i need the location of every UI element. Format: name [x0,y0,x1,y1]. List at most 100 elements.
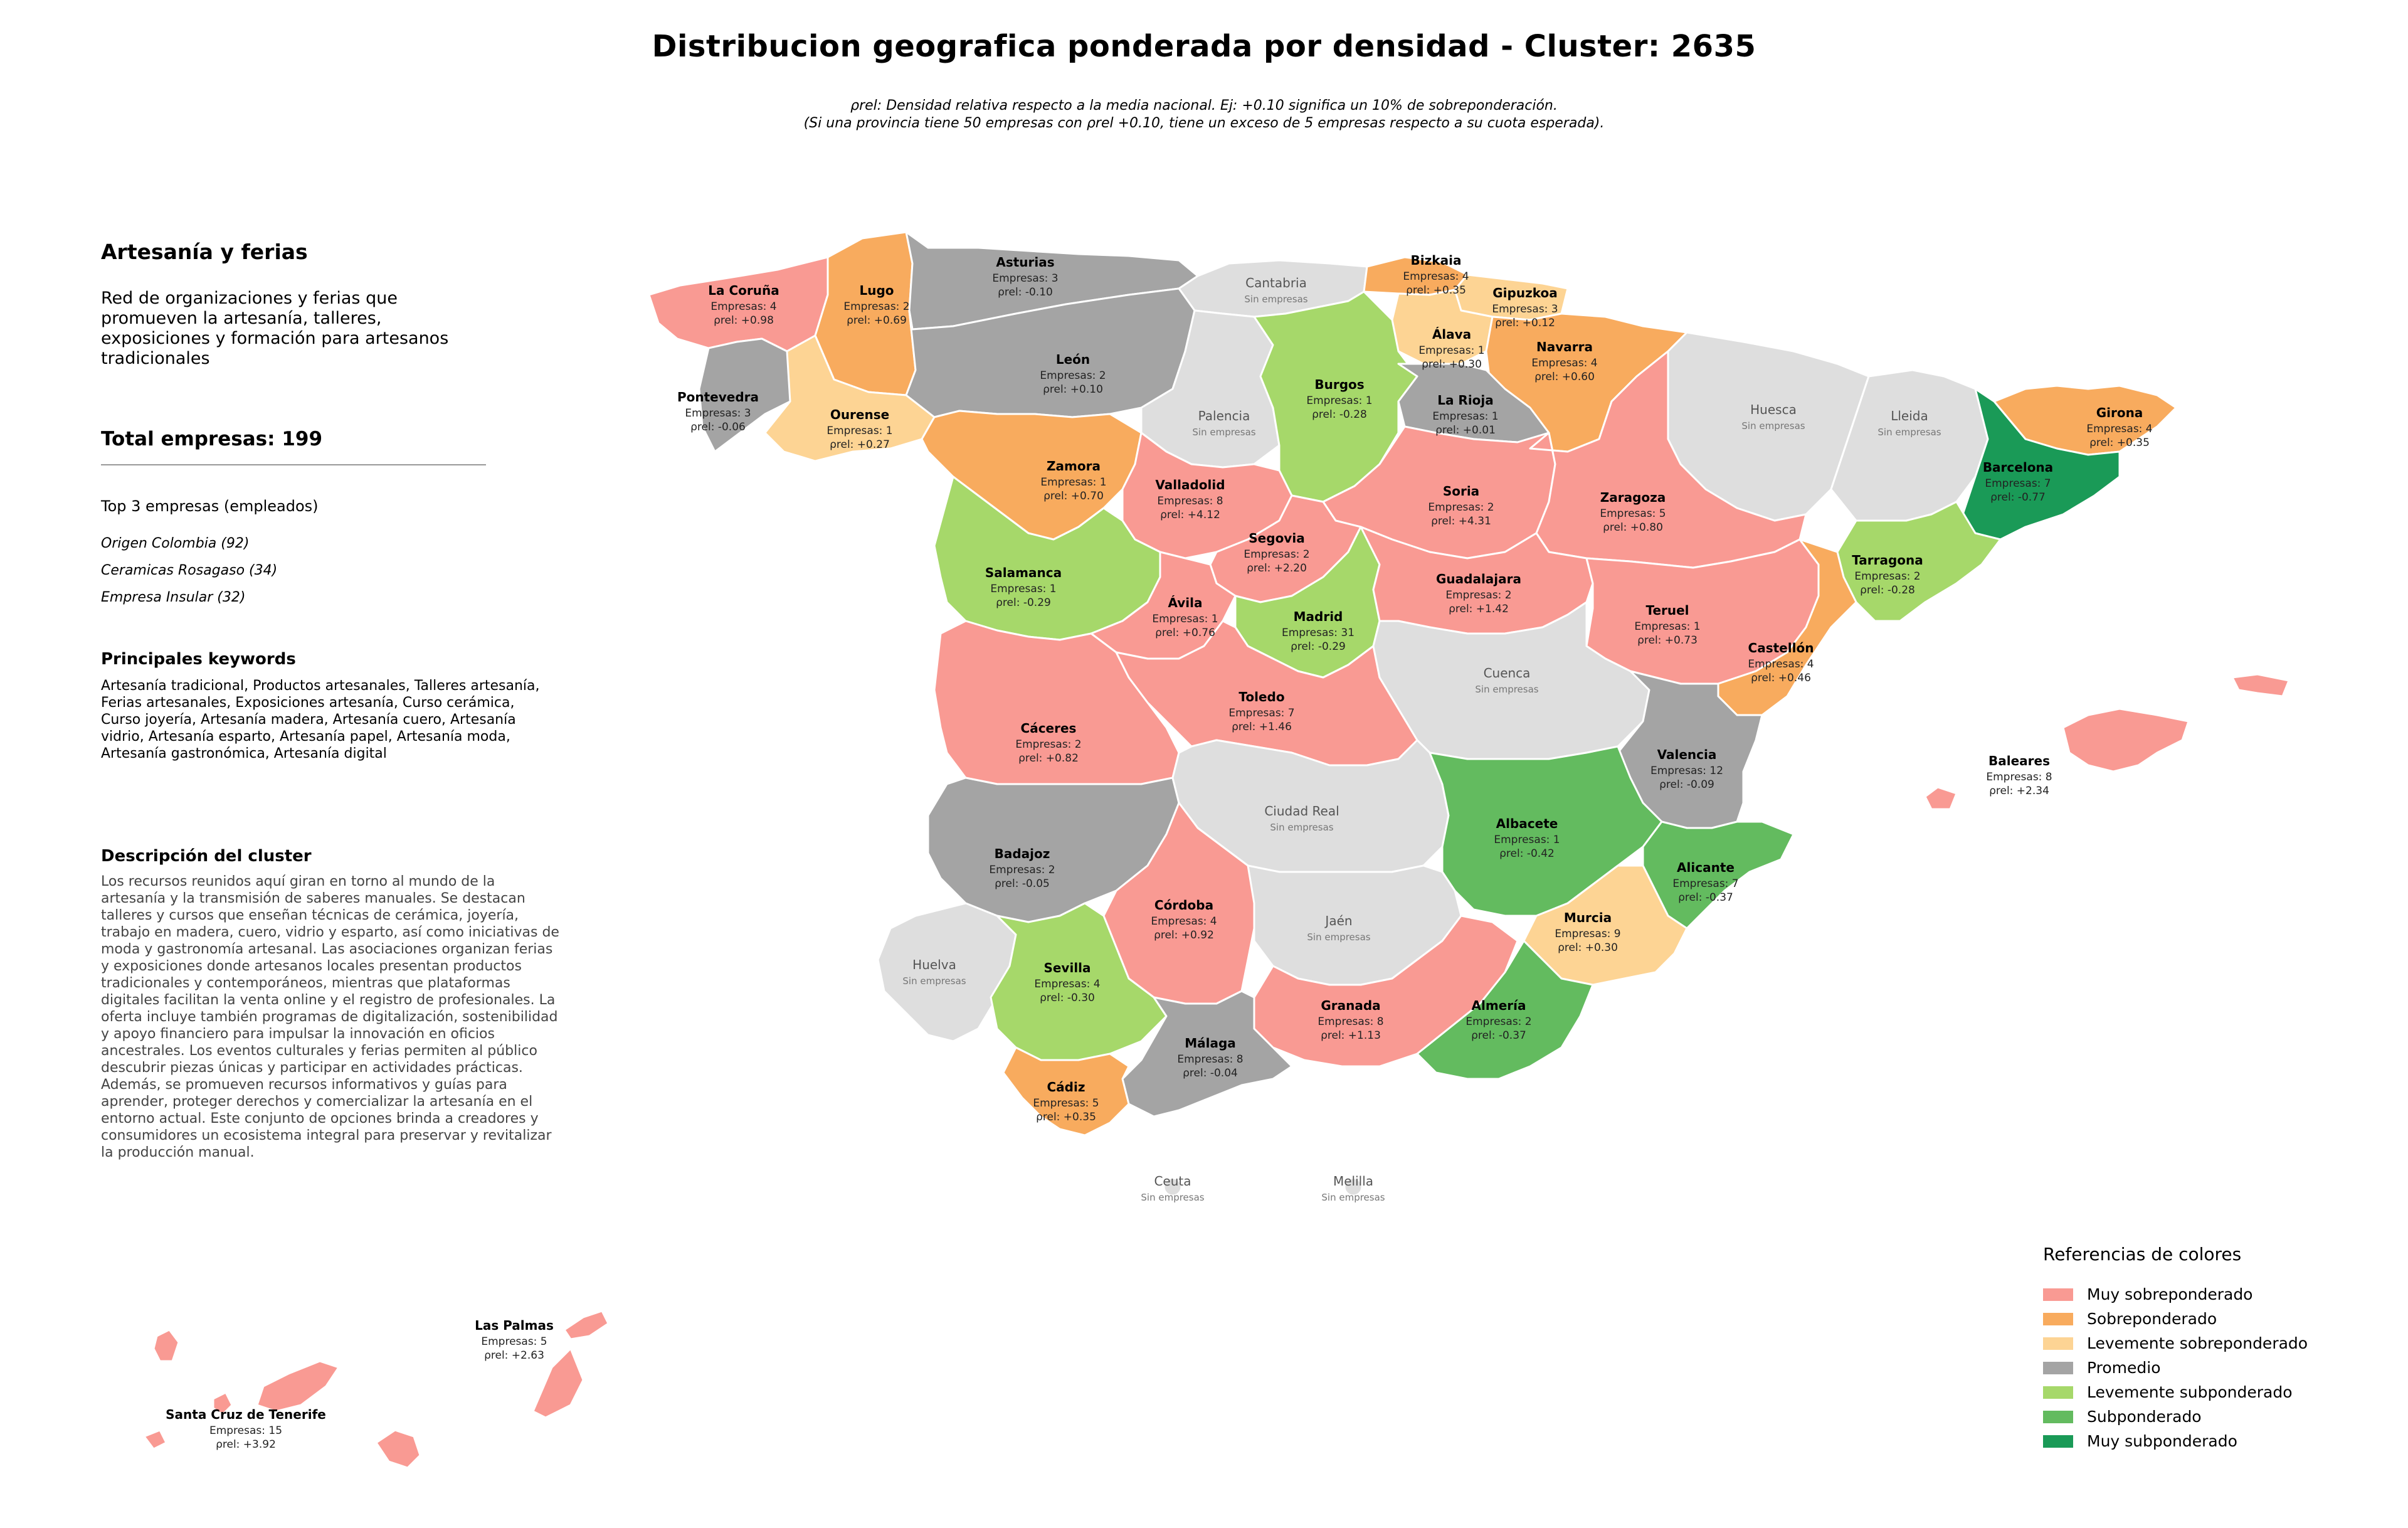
province-company-count: Empresas: 8 [1318,1016,1383,1028]
province-name: Asturias [996,255,1054,270]
province-company-count: Empresas: 1 [1040,476,1106,489]
province-density: ρrel: -0.10 [998,286,1053,299]
province-density: ρrel: +0.80 [1603,521,1663,534]
province-density: ρrel: +0.69 [847,314,907,327]
province-density: ρrel: -0.77 [1990,491,2046,504]
province-density: ρrel: +0.35 [2089,437,2150,449]
province-density: ρrel: +0.73 [1637,634,1698,647]
province-name: Melilla [1333,1174,1373,1189]
province-company-count: Empresas: 7 [1228,707,1294,719]
province-company-count: Empresas: 1 [1432,410,1498,423]
province-company-count: Empresas: 4 [1151,915,1217,928]
province-company-count: Empresas: 2 [1040,369,1106,382]
description-heading: Descripción del cluster [101,847,312,866]
province-name: Lleida [1891,408,1928,423]
keywords-text: Artesanía tradicional, Productos artesan… [101,678,540,761]
province-leon [905,287,1196,418]
top-company-2: Ceramicas Rosagaso (34) [101,563,278,578]
province-company-count: Empresas: 4 [1748,658,1814,671]
province-company-count: Empresas: 8 [1986,771,2052,783]
province-name: Cáceres [1021,721,1077,736]
legend-swatch [2043,1386,2073,1399]
legend-item: Levemente subponderado [2043,1380,2369,1404]
province-density: ρrel: -0.04 [1183,1067,1238,1080]
province-density: ρrel: -0.28 [1860,584,1915,597]
province-density: ρrel: +0.98 [714,314,774,327]
province-density: ρrel: +0.60 [1534,371,1595,383]
legend-label: Muy subponderado [2087,1432,2237,1450]
province-company-count: Empresas: 2 [1854,570,1920,583]
province-density: ρrel: +0.01 [1435,424,1496,437]
province-name: Soria [1443,484,1479,499]
province-density: ρrel: +0.12 [1495,317,1555,329]
province-name: Tarragona [1852,553,1923,568]
province-name: Almería [1472,998,1526,1013]
province-name: Ávila [1168,595,1202,610]
legend-label: Subponderado [2087,1408,2202,1426]
province-company-count: Empresas: 8 [1177,1053,1243,1066]
province-name: Baleares [1988,753,2050,768]
legend-label: Muy sobreponderado [2087,1285,2253,1303]
province-company-count: Empresas: 2 [843,300,909,313]
province-density: ρrel: +3.92 [216,1438,276,1451]
province-company-count: Empresas: 2 [1244,548,1309,561]
province-ceuta [1163,1177,1183,1197]
province-name: Madrid [1294,609,1343,624]
province-density: ρrel: +0.82 [1018,752,1079,765]
province-name: Granada [1321,998,1380,1013]
legend-item: Muy subponderado [2043,1429,2369,1453]
province-company-count: Empresas: 2 [989,864,1055,876]
province-company-count: Empresas: 31 [1282,627,1354,639]
province-name: Badajoz [995,846,1050,861]
province-name: Bizkaia [1411,253,1462,268]
province-company-count: Empresas: 5 [1600,507,1666,520]
legend-label: Promedio [2087,1359,2161,1377]
province-density: ρrel: -0.42 [1499,847,1555,860]
legend-title: Referencias de colores [2043,1244,2242,1265]
province-density: ρrel: +4.12 [1160,509,1220,521]
province-company-count: Empresas: 3 [685,407,751,420]
province-company-count: Empresas: 4 [1531,357,1597,369]
province-name: Córdoba [1154,898,1213,913]
province-density: ρrel: +1.46 [1232,721,1292,733]
province-name: Zaragoza [1600,490,1666,505]
province-name: Santa Cruz de Tenerife [166,1407,326,1422]
province-cadiz [1002,1046,1130,1137]
province-density: ρrel: -0.37 [1678,891,1733,904]
province-company-count: Empresas: 4 [1403,270,1469,283]
province-company-count: Empresas: 2 [1465,1016,1531,1028]
province-no-companies: Sin empresas [1192,427,1255,438]
province-name: Jaén [1324,913,1352,928]
province-density: ρrel: +0.30 [1558,942,1618,954]
province-company-count: Empresas: 4 [710,300,776,313]
top-company-1: Origen Colombia (92) [101,536,250,551]
province-name: Gipuzkoa [1492,285,1557,300]
province-name: Segovia [1249,531,1304,546]
province-name: Ciudad Real [1264,804,1339,819]
legend-item: Sobreponderado [2043,1307,2369,1331]
description-text: Los recursos reunidos aquí giran en torn… [101,874,559,1160]
province-las-palmas [375,1310,610,1469]
subtitle-line-1: ρrel: Densidad relativa respecto a la me… [850,98,1558,114]
province-density: ρrel: +0.46 [1751,672,1811,684]
province-name: León [1056,352,1090,367]
province-name: Barcelona [1983,460,2053,475]
province-density: ρrel: +1.13 [1321,1029,1381,1042]
province-company-count: Empresas: 4 [2086,423,2152,435]
province-name: Ourense [830,407,889,422]
province-density: ρrel: +0.30 [1422,358,1482,371]
province-name: Cuenca [1484,666,1531,681]
province-barcelona [1962,388,2121,541]
province-name: Zamora [1047,459,1101,474]
province-name: Alicante [1677,860,1735,875]
legend-swatch [2043,1410,2073,1423]
province-name: Huesca [1750,402,1797,417]
legend-swatch [2043,1312,2073,1325]
legend-item: Muy sobreponderado [2043,1282,2369,1307]
province-name: Murcia [1564,910,1612,925]
legend-swatch [2043,1435,2073,1448]
province-company-count: Empresas: 9 [1555,928,1620,940]
cluster-heading: Artesanía y ferias [101,240,308,264]
province-name: Girona [2096,405,2143,420]
province-no-companies: Sin empresas [1741,420,1805,432]
